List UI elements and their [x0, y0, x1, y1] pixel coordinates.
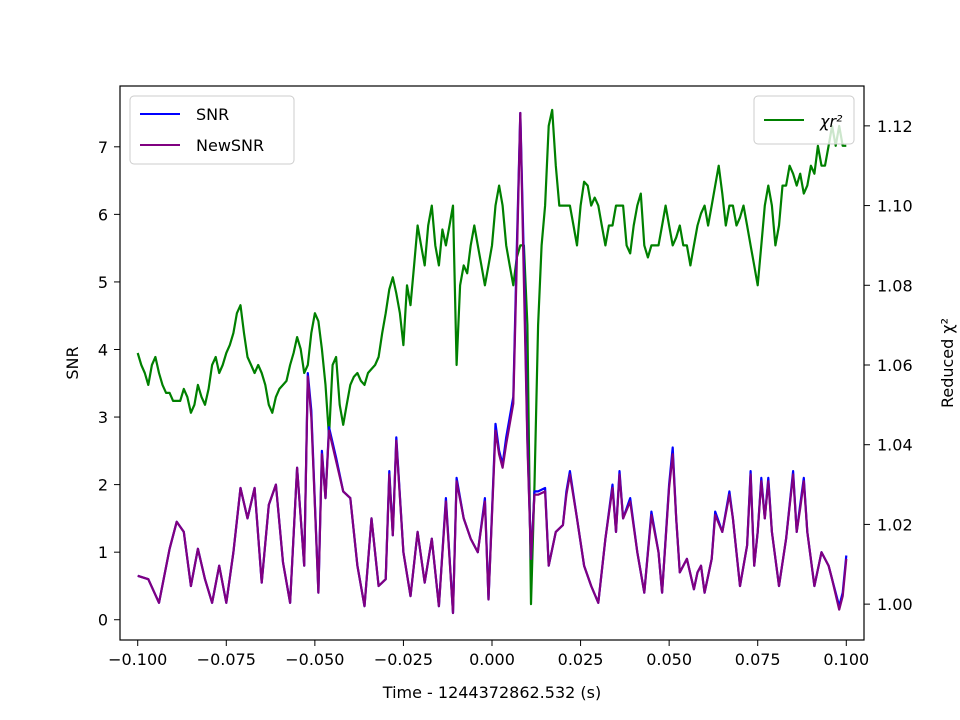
legend-label-newsnr: NewSNR [196, 136, 264, 155]
left-y-tick-label: 7 [98, 138, 108, 157]
left-y-tick-label: 0 [98, 611, 108, 630]
x-tick-label: −0.050 [285, 650, 344, 669]
left-y-tick-label: 2 [98, 476, 108, 495]
x-tick-label: −0.025 [374, 650, 433, 669]
x-tick-label: 0.075 [735, 650, 781, 669]
series-line-newsnr [137, 111, 848, 615]
right-y-tick-label: 1.10 [877, 197, 913, 216]
x-tick-label: 0.000 [469, 650, 515, 669]
legend-right: χr² [753, 95, 855, 145]
x-tick-label: −0.100 [108, 650, 167, 669]
left-y-tick-label: 6 [98, 205, 108, 224]
legend-label-snr: SNR [196, 105, 229, 124]
left-y-tick-label: 4 [98, 340, 108, 359]
x-tick-label: 0.050 [646, 650, 692, 669]
right-y-tick-label: 1.08 [877, 276, 913, 295]
axes-frame [119, 85, 865, 641]
left-y-tick-label: 5 [98, 273, 108, 292]
x-tick-label: 0.025 [558, 650, 604, 669]
right-y-tick-label: 1.12 [877, 117, 913, 136]
series-line--r [136, 108, 847, 606]
right-y-tick-label: 1.04 [877, 436, 913, 455]
x-tick-label: −0.075 [197, 650, 256, 669]
right-y-axis-label: Reduced χ² [938, 318, 957, 408]
left-y-tick-label: 1 [98, 543, 108, 562]
right-y-axis-ticks: 1.00 1.02 1.04 1.06 1.08 1.10 1.12 [864, 117, 913, 614]
right-y-tick-label: 1.00 [877, 595, 913, 614]
left-y-axis-ticks: 0 1 2 3 4 5 6 7 [98, 138, 120, 630]
left-y-tick-label: 3 [98, 408, 108, 427]
x-axis-label: Time - 1244372862.532 (s) [382, 683, 601, 702]
left-y-axis-label: SNR [63, 346, 82, 379]
plot-area [119, 85, 865, 641]
series-layer [136, 108, 848, 615]
legend-label-chi2: χr² [819, 112, 843, 131]
right-y-tick-label: 1.06 [877, 356, 913, 375]
legend-left: SNR NewSNR [129, 95, 295, 165]
right-y-tick-label: 1.02 [877, 515, 913, 534]
x-axis-ticks: −0.100 −0.075 −0.050 −0.025 0.000 0.025 0.050 0… [108, 640, 869, 669]
x-tick-label: 0.100 [823, 650, 869, 669]
